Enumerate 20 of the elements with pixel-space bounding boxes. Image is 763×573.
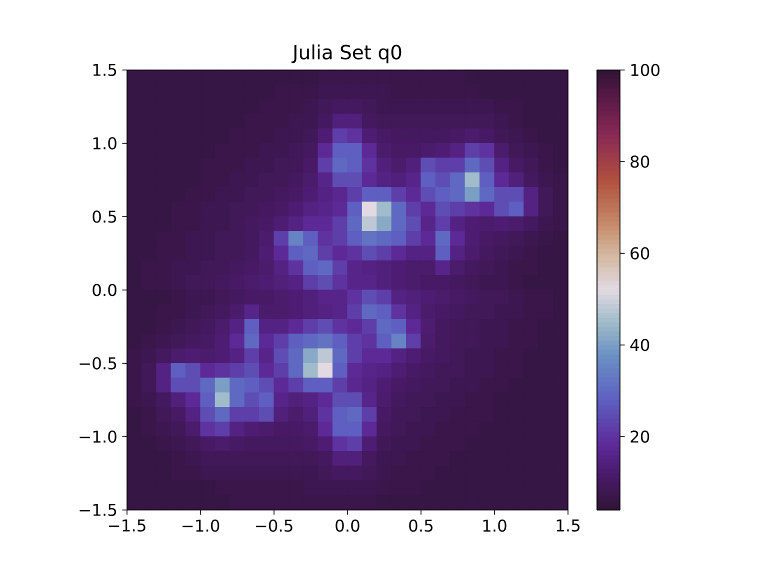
- x-tick-label: 0.5: [409, 520, 433, 532]
- x-tick-label: 1.5: [556, 519, 580, 532]
- y-tick-label: 1.5: [93, 64, 116, 76]
- y-tick-label: 1.0: [93, 137, 116, 150]
- color-bar-label: 20: [630, 430, 650, 443]
- y-tick-label: 0.0: [92, 284, 116, 296]
- x-tick-label: 1.0: [483, 520, 506, 532]
- x-tick-label: −1.0: [182, 520, 220, 532]
- chart-title: Julia Set q0: [292, 44, 402, 64]
- y-tick-label: −1.5: [80, 504, 116, 516]
- x-tick-label: 0.0: [336, 520, 360, 532]
- x-tick-label: −0.5: [256, 520, 292, 532]
- y-tick-label: −1.0: [80, 430, 116, 443]
- color-bar-label: 100: [631, 64, 660, 76]
- color-bar-label: 80: [630, 156, 650, 168]
- x-tick-label: −1.5: [108, 519, 146, 532]
- color-bar-label: 40: [630, 338, 650, 352]
- color-bar-label: 60: [630, 247, 650, 260]
- y-tick-label: −0.5: [80, 357, 116, 370]
- y-tick-label: 0.5: [92, 210, 116, 223]
